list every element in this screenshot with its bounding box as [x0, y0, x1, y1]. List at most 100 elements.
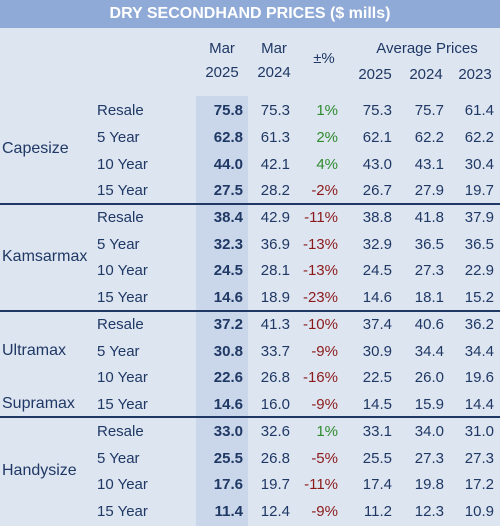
table-row: 10 Year 24.5 28.1 -13% 24.5 27.3 22.9: [0, 257, 500, 284]
row-label: Resale: [97, 209, 144, 226]
cell-mar2024: 32.6: [260, 423, 290, 440]
cell-pct-change: 1%: [316, 423, 338, 440]
cell-avg-2025: 22.5: [362, 369, 392, 386]
cell-avg-2023: 15.2: [464, 289, 494, 306]
table-row: 10 Year 44.0 42.1 4% 43.0 43.1 30.4: [0, 151, 500, 178]
cell-avg-2024: 12.3: [414, 503, 444, 520]
cell-avg-2023: 62.2: [464, 129, 494, 146]
row-label: 15 Year: [97, 289, 148, 306]
row-label: Resale: [97, 316, 144, 333]
cell-avg-2023: 34.4: [464, 343, 494, 360]
row-label: 5 Year: [97, 450, 140, 467]
cell-avg-2024: 75.7: [414, 102, 444, 119]
group-separator: [0, 310, 500, 312]
cell-mar2025: 11.4: [214, 503, 243, 520]
row-label: 5 Year: [97, 343, 140, 360]
row-label: 5 Year: [97, 129, 140, 146]
header-pct-change: ±%: [313, 50, 335, 67]
header-avg-2023: 2023: [458, 66, 492, 83]
cell-avg-2023: 27.3: [464, 450, 494, 467]
cell-avg-2024: 41.8: [414, 209, 444, 226]
cell-avg-2025: 37.4: [362, 316, 392, 333]
group-label-ultramax: Ultramax: [2, 342, 67, 359]
cell-avg-2023: 22.9: [464, 262, 494, 279]
cell-pct-change: 1%: [316, 102, 338, 119]
cell-mar2025: 38.4: [213, 209, 243, 226]
group-label-kamsarmax: Kamsarmax: [2, 248, 88, 265]
cell-mar2024: 42.9: [260, 209, 290, 226]
cell-pct-change: -13%: [302, 236, 338, 253]
cell-mar2024: 19.7: [260, 476, 290, 493]
cell-pct-change: -10%: [302, 316, 338, 333]
header-avg-2024: 2024: [409, 66, 443, 83]
cell-mar2024: 61.3: [260, 129, 290, 146]
cell-mar2025: 44.0: [213, 156, 243, 173]
cell-mar2025: 14.6: [213, 396, 243, 413]
group-label-supramax: Supramax: [2, 395, 75, 412]
cell-avg-2024: 27.3: [414, 262, 444, 279]
cell-mar2025: 75.8: [213, 102, 243, 119]
table-row: Resale 75.8 75.3 1% 75.3 75.7 61.4: [0, 97, 500, 124]
cell-avg-2024: 27.9: [414, 182, 444, 199]
cell-avg-2025: 32.9: [362, 236, 392, 253]
cell-mar2025: 32.3: [213, 236, 243, 253]
cell-avg-2025: 17.4: [362, 476, 392, 493]
cell-avg-2025: 25.5: [362, 450, 392, 467]
cell-avg-2025: 11.2: [363, 503, 392, 520]
cell-avg-2025: 75.3: [362, 102, 392, 119]
cell-mar2025: 37.2: [213, 316, 243, 333]
table-row: Resale 38.4 42.9 -11% 38.8 41.8 37.9: [0, 204, 500, 231]
cell-pct-change: -9%: [311, 503, 338, 520]
cell-mar2025: 25.5: [213, 450, 243, 467]
cell-pct-change: -13%: [302, 262, 338, 279]
row-label: Resale: [97, 102, 144, 119]
cell-avg-2024: 34.0: [414, 423, 444, 440]
cell-avg-2023: 31.0: [464, 423, 494, 440]
cell-avg-2023: 36.2: [464, 316, 494, 333]
cell-avg-2023: 61.4: [464, 102, 494, 119]
cell-mar2024: 28.2: [260, 182, 290, 199]
cell-mar2025: 17.6: [213, 476, 243, 493]
table-row: 5 Year 32.3 36.9 -13% 32.9 36.5 36.5: [0, 231, 500, 258]
table-row: 5 Year 62.8 61.3 2% 62.1 62.2 62.2: [0, 124, 500, 151]
cell-mar2025: 22.6: [213, 369, 243, 386]
cell-avg-2023: 36.5: [464, 236, 494, 253]
table-row: Resale 33.0 32.6 1% 33.1 34.0 31.0: [0, 418, 500, 445]
table-row: 15 Year 27.5 28.2 -2% 26.7 27.9 19.7: [0, 177, 500, 204]
cell-avg-2024: 27.3: [414, 450, 444, 467]
table-row: 15 Year 11.4 12.4 -9% 11.2 12.3 10.9: [0, 498, 500, 525]
group-label-capesize: Capesize: [2, 140, 69, 157]
cell-mar2024: 18.9: [260, 289, 290, 306]
cell-avg-2023: 17.2: [464, 476, 494, 493]
cell-mar2024: 33.7: [260, 343, 290, 360]
cell-mar2025: 14.6: [213, 289, 243, 306]
header-average-prices: Average Prices: [376, 40, 478, 57]
header-mar2025-year: 2025: [205, 64, 239, 81]
header-avg-2025: 2025: [358, 66, 392, 83]
cell-avg-2024: 43.1: [414, 156, 444, 173]
group-separator: [0, 416, 500, 418]
cell-avg-2024: 62.2: [414, 129, 444, 146]
cell-mar2024: 16.0: [260, 396, 290, 413]
cell-mar2025: 27.5: [213, 182, 243, 199]
row-label: 15 Year: [97, 503, 148, 520]
cell-mar2024: 36.9: [260, 236, 290, 253]
cell-avg-2025: 38.8: [362, 209, 392, 226]
table-row: 5 Year 30.8 33.7 -9% 30.9 34.4 34.4: [0, 338, 500, 365]
cell-mar2025: 62.8: [213, 129, 243, 146]
cell-mar2024: 41.3: [260, 316, 290, 333]
cell-avg-2023: 37.9: [464, 209, 494, 226]
cell-pct-change: -9%: [311, 396, 338, 413]
row-label: 10 Year: [97, 369, 148, 386]
cell-mar2024: 12.4: [260, 503, 290, 520]
cell-avg-2025: 24.5: [362, 262, 392, 279]
cell-mar2025: 33.0: [213, 423, 243, 440]
cell-avg-2024: 15.9: [414, 396, 444, 413]
cell-pct-change: -2%: [311, 182, 338, 199]
row-label: 10 Year: [97, 262, 148, 279]
header-mar2024-month: Mar: [261, 40, 287, 57]
table-row: 10 Year 22.6 26.8 -16% 22.5 26.0 19.6: [0, 364, 500, 391]
cell-pct-change: -23%: [302, 289, 338, 306]
header-mar2025-month: Mar: [209, 40, 235, 57]
